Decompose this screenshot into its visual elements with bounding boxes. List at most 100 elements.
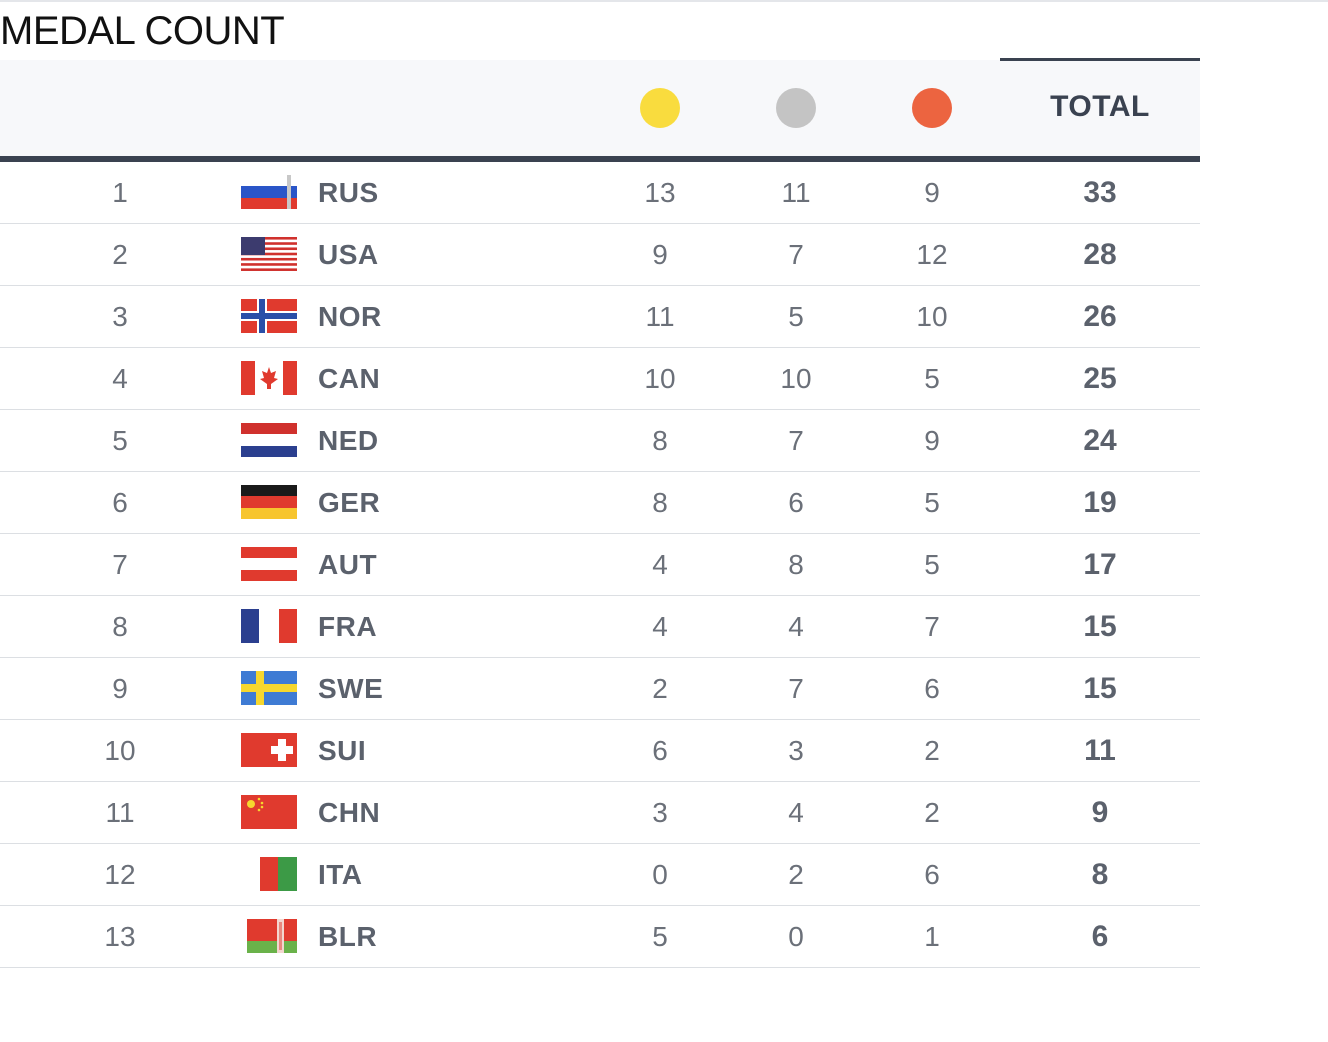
medal-table: TOTAL 1 RUS 13 11 9 33 2 USA 9 7 12 28 3 NOR 11 5 10 26 4 C… [0, 58, 1200, 968]
silver-count: 10 [780, 363, 812, 394]
france-flag-icon [241, 609, 297, 643]
bronze-count: 12 [916, 239, 948, 270]
bronze-count: 6 [924, 673, 940, 704]
rank-cell: 9 [112, 673, 128, 704]
gold-count: 6 [652, 735, 668, 766]
table-row[interactable]: 8 FRA 4 4 7 15 [0, 596, 1200, 658]
country-code: FRA [318, 611, 378, 642]
rank-cell: 1 [112, 177, 128, 208]
usa-flag-icon [241, 237, 297, 271]
table-row[interactable]: 11 CHN 3 4 2 9 [0, 782, 1200, 844]
rank-cell: 8 [112, 611, 128, 642]
rank-cell: 2 [112, 239, 128, 270]
table-row[interactable]: 6 GER 8 6 5 19 [0, 472, 1200, 534]
table-row[interactable]: 5 NED 8 7 9 24 [0, 410, 1200, 472]
table-row[interactable]: 2 USA 9 7 12 28 [0, 224, 1200, 286]
bronze-count: 9 [924, 177, 940, 208]
rank-cell: 7 [112, 549, 128, 580]
gold-medal-icon [640, 88, 680, 128]
silver-count: 0 [788, 921, 804, 952]
table-row[interactable]: 13 BLR 5 0 1 6 [0, 906, 1200, 968]
country-code: NOR [318, 301, 382, 332]
total-count: 33 [1083, 176, 1117, 209]
country-code: AUT [318, 549, 378, 580]
germany-flag-icon [241, 485, 297, 519]
bronze-count: 5 [924, 487, 940, 518]
gold-count: 8 [652, 487, 668, 518]
silver-count: 7 [788, 673, 804, 704]
total-column-header: TOTAL [1050, 90, 1150, 123]
table-header: TOTAL [0, 58, 1200, 162]
table-row[interactable]: 9 SWE 2 7 6 15 [0, 658, 1200, 720]
china-flag-icon [241, 795, 297, 829]
country-code: SUI [318, 735, 367, 766]
country-code: CAN [318, 363, 381, 394]
silver-count: 7 [788, 425, 804, 456]
table-row[interactable]: 4 CAN 10 10 5 25 [0, 348, 1200, 410]
bronze-count: 2 [924, 797, 940, 828]
belarus-flag-icon [241, 919, 297, 953]
austria-flag-icon [241, 547, 297, 581]
country-code: USA [318, 239, 379, 270]
bronze-medal-icon [912, 88, 952, 128]
country-code: CHN [318, 797, 381, 828]
total-count: 9 [1091, 796, 1109, 829]
silver-count: 5 [788, 301, 804, 332]
total-header-accent [1000, 58, 1200, 61]
gold-count: 2 [652, 673, 668, 704]
bronze-count: 1 [924, 921, 940, 952]
silver-count: 4 [788, 797, 804, 828]
russia-flag-icon [241, 175, 297, 209]
country-code: NED [318, 425, 379, 456]
total-count: 8 [1091, 858, 1109, 891]
gold-count: 4 [652, 611, 668, 642]
rank-cell: 3 [112, 301, 128, 332]
table-row[interactable]: 12 ITA 0 2 6 8 [0, 844, 1200, 906]
bronze-count: 5 [924, 363, 940, 394]
rank-cell: 4 [112, 363, 128, 394]
gold-count: 4 [652, 549, 668, 580]
rank-cell: 10 [104, 735, 136, 766]
total-count: 24 [1083, 424, 1117, 457]
table-row[interactable]: 3 NOR 11 5 10 26 [0, 286, 1200, 348]
netherlands-flag-icon [241, 423, 297, 457]
gold-count: 10 [644, 363, 676, 394]
total-count: 26 [1083, 300, 1117, 333]
silver-medal-icon [776, 88, 816, 128]
table-row[interactable]: 10 SUI 6 3 2 11 [0, 720, 1200, 782]
italy-flag-icon [241, 857, 297, 891]
bronze-count: 6 [924, 859, 940, 890]
silver-count: 6 [788, 487, 804, 518]
silver-count: 7 [788, 239, 804, 270]
bronze-count: 9 [924, 425, 940, 456]
top-divider [0, 0, 1328, 2]
silver-count: 8 [788, 549, 804, 580]
silver-count: 2 [788, 859, 804, 890]
gold-count: 8 [652, 425, 668, 456]
sweden-flag-icon [241, 671, 297, 705]
silver-count: 3 [788, 735, 804, 766]
total-count: 6 [1091, 920, 1109, 953]
bronze-count: 10 [916, 301, 948, 332]
total-count: 15 [1083, 610, 1117, 643]
table-body: 1 RUS 13 11 9 33 2 USA 9 7 12 28 3 NOR 11 5 10 26 4 CAN 10 10… [0, 162, 1200, 968]
total-count: 15 [1083, 672, 1117, 705]
table-row[interactable]: 1 RUS 13 11 9 33 [0, 162, 1200, 224]
country-code: SWE [318, 673, 384, 704]
country-code: ITA [318, 859, 363, 890]
norway-flag-icon [241, 299, 297, 333]
total-count: 28 [1083, 238, 1117, 271]
country-code: GER [318, 487, 381, 518]
total-count: 11 [1084, 734, 1116, 767]
gold-count: 5 [652, 921, 668, 952]
silver-count: 11 [781, 177, 811, 208]
gold-count: 13 [644, 177, 676, 208]
rank-cell: 5 [112, 425, 128, 456]
bronze-count: 5 [924, 549, 940, 580]
gold-count: 9 [652, 239, 668, 270]
silver-count: 4 [788, 611, 804, 642]
rank-cell: 6 [112, 487, 128, 518]
rank-cell: 11 [105, 797, 135, 828]
table-row[interactable]: 7 AUT 4 8 5 17 [0, 534, 1200, 596]
country-code: RUS [318, 177, 379, 208]
